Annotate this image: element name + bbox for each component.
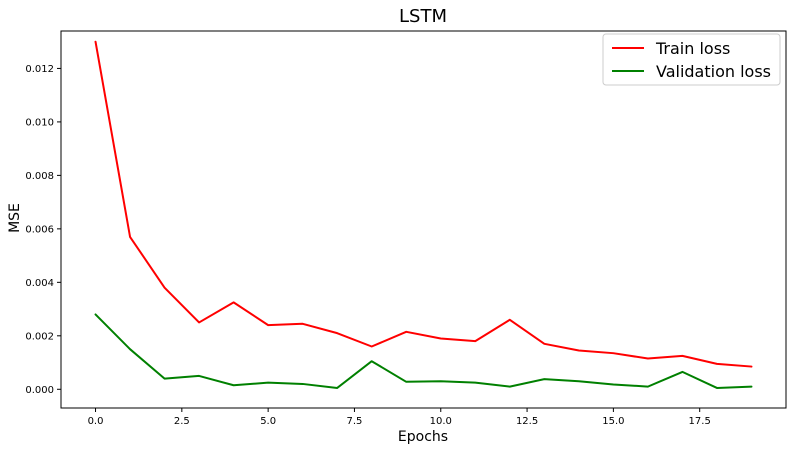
y-tick-label: 0.010	[25, 117, 54, 128]
legend-label-0: Train loss	[655, 39, 730, 58]
series-line-1	[94, 313, 753, 389]
x-tick-label: 17.5	[689, 416, 711, 427]
y-tick-label: 0.004	[25, 278, 54, 289]
legend-box	[602, 33, 781, 86]
x-tick-label: 7.5	[346, 416, 362, 427]
plot-area	[94, 40, 753, 389]
y-tick-label: 0.006	[25, 224, 54, 235]
legend: Train loss Validation loss	[602, 33, 781, 86]
axes: 0.0 2.5 5.0 7.5 10.0 12.5 15.0 17.5 0.000 0.002 0.…	[25, 30, 787, 427]
legend-label-1: Validation loss	[656, 62, 771, 81]
y-tick-label: 0.002	[25, 331, 54, 342]
x-tick-label: 12.5	[516, 416, 538, 427]
x-tick-label: 10.0	[430, 416, 452, 427]
x-tick-label: 15.0	[602, 416, 624, 427]
y-tick-label: 0.008	[25, 171, 54, 182]
x-tick-label: 0.0	[88, 416, 104, 427]
x-axis-label: Epochs	[398, 429, 448, 445]
y-tick-label: 0.000	[25, 385, 54, 396]
chart-title: LSTM	[399, 6, 447, 27]
plot-frame	[60, 30, 787, 409]
x-tick-label: 5.0	[260, 416, 276, 427]
series-line-0	[94, 40, 753, 368]
x-tick-label: 2.5	[174, 416, 190, 427]
y-axis-label: MSE	[7, 203, 23, 233]
y-tick-label: 0.012	[25, 64, 54, 75]
